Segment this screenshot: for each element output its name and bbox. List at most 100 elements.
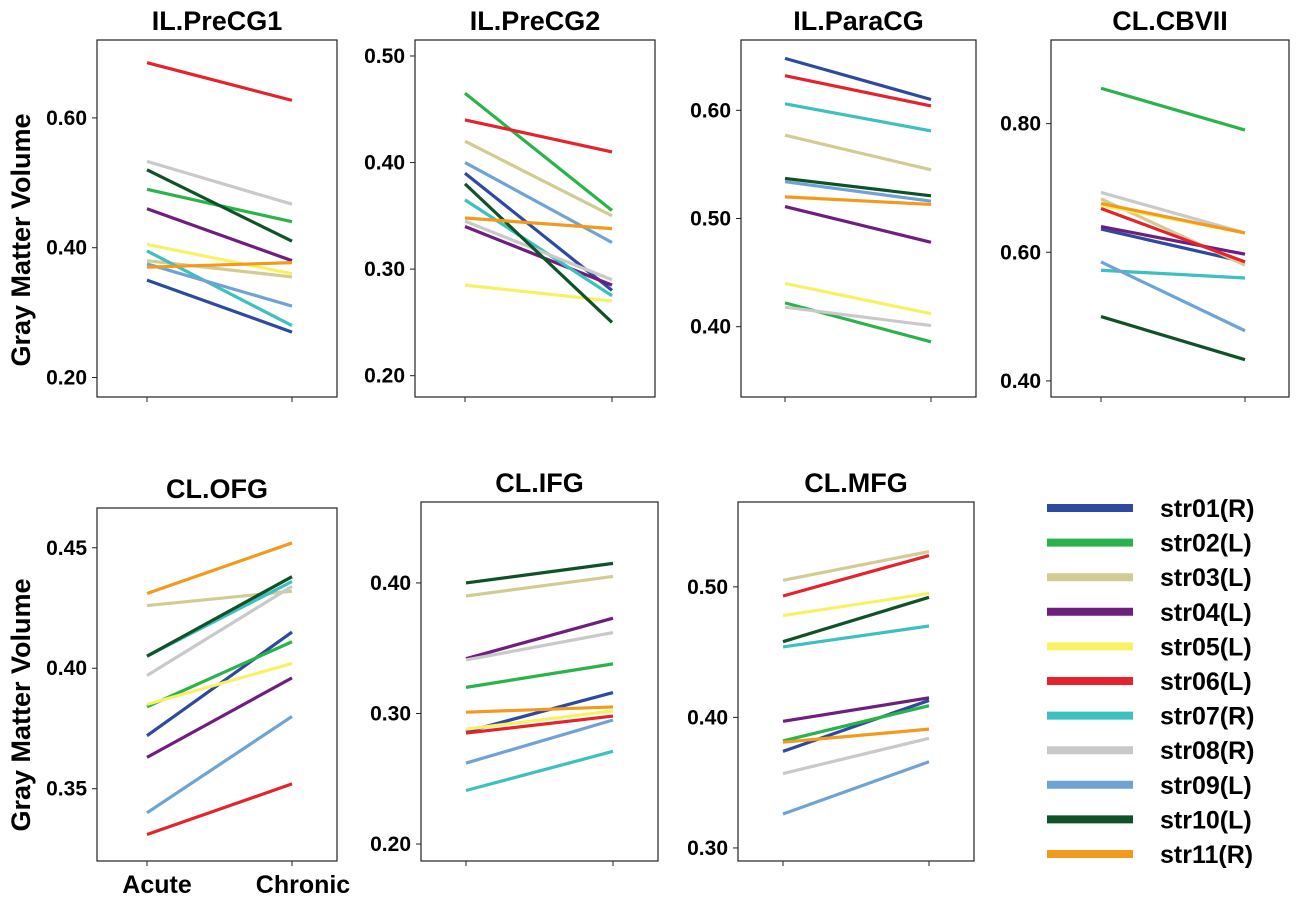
y-tick-label: 0.40 (370, 572, 411, 595)
series-line-str03l (784, 133, 932, 172)
series-line-str09l (1100, 260, 1246, 333)
y-tick-label: 0.30 (687, 837, 728, 860)
series-line-str04l (465, 616, 614, 661)
panel-title: IL.PreCG1 (152, 6, 283, 36)
series-line-str08r (465, 630, 614, 662)
series-line-str07r (782, 624, 930, 649)
legend-item: str05(L) (1047, 633, 1252, 661)
plot-frame (1050, 39, 1290, 398)
panel-title: CL.OFG (166, 474, 268, 504)
legend-item: str10(L) (1047, 806, 1252, 834)
y-tick-label: 0.50 (364, 45, 405, 68)
series-line-str08r (782, 736, 930, 776)
plot-frame (96, 507, 338, 862)
legend-label: str01(R) (1160, 495, 1254, 523)
panel-il-paracg: IL.ParaCG 0.40 0.50 0.60 (690, 6, 977, 402)
series-line-str05l (782, 591, 930, 618)
panel-il-precg1: IL.PreCG1 0.20 0.40 0.60 (46, 6, 338, 402)
plot-frame (740, 39, 977, 398)
series-line-str07r (1100, 268, 1246, 280)
panel-title: CL.IFG (495, 468, 584, 498)
legend-item: str04(L) (1047, 599, 1252, 627)
legend-item: str08(R) (1047, 737, 1254, 765)
series-line-str08r (464, 219, 613, 282)
series-line-str04l (1100, 224, 1246, 256)
series-line-str06l (1100, 207, 1246, 264)
series-line-str07r (465, 749, 614, 793)
series-line-str03l (782, 550, 930, 582)
panel-cl-ifg: CL.IFG 0.20 0.30 0.40 (370, 468, 659, 866)
legend-item: str11(R) (1047, 841, 1253, 869)
legend-label: str05(L) (1160, 633, 1252, 661)
y-tick-label: 0.20 (364, 365, 405, 388)
series-line-str10l (782, 595, 930, 644)
y-tick-label: 0.50 (690, 208, 731, 231)
y-tick-label: 0.35 (46, 778, 87, 801)
legend-item: str09(L) (1047, 772, 1252, 800)
y-tick-label: 0.20 (370, 833, 411, 856)
series-line-str09l (464, 161, 613, 244)
series-line-str06l (146, 782, 293, 837)
series-line-str07r (784, 102, 932, 133)
series-line-str04l (782, 696, 930, 723)
series-line-str11r (464, 216, 613, 231)
series-line-str06l (784, 74, 932, 108)
x-axis-label-chronic: Chronic (256, 871, 351, 899)
series-line-str01r (784, 56, 932, 102)
series-line-str05l (146, 242, 293, 276)
legend-label: str06(L) (1160, 668, 1252, 696)
panel-title: CL.MFG (804, 468, 907, 498)
panel-title: IL.PreCG2 (470, 6, 601, 36)
series-line-str05l (464, 283, 613, 303)
y-tick-label: 0.45 (46, 537, 87, 560)
legend-label: str09(L) (1160, 772, 1252, 800)
panel-title: IL.ParaCG (793, 6, 924, 36)
series-line-str10l (463, 182, 614, 324)
series-line-str08r (1100, 190, 1246, 235)
legend-item: str06(L) (1047, 668, 1252, 696)
series-line-str02l (782, 704, 930, 743)
series-line-str09l (782, 760, 930, 816)
series-line-str05l (465, 709, 614, 731)
series-line-str10l (784, 176, 932, 198)
x-axis-label-acute: Acute (122, 871, 192, 899)
series-line-str09l (784, 180, 932, 203)
y-tick-label: 0.40 (46, 657, 87, 680)
series-line-str06l (146, 61, 293, 102)
series-line-str09l (146, 262, 293, 308)
y-tick-label: 0.80 (1000, 113, 1041, 136)
y-tick-label: 0.30 (364, 258, 405, 281)
plot-frame (96, 39, 338, 398)
chart-panels: IL.PreCG1 0.20 0.40 0.60 IL.PreCG2 0.20 0.30 0.… (46, 6, 1290, 866)
series-line-str04l (784, 205, 932, 244)
y-tick-label: 0.40 (46, 237, 87, 260)
y-tick-label: 0.30 (370, 702, 411, 725)
series-line-str08r (784, 305, 932, 328)
series-line-str10l (465, 561, 614, 585)
legend-item: str02(L) (1047, 530, 1252, 558)
y-axis-label-top: Gray Matter Volume (6, 113, 36, 366)
series-line-str11r (146, 541, 293, 596)
legend-item: str07(R) (1047, 703, 1254, 731)
y-tick-label: 0.40 (690, 316, 731, 339)
panel-cl-ofg: CL.OFG 0.35 0.40 0.45 (46, 474, 338, 866)
panel-cl-cbvii: CL.CBVII 0.40 0.60 0.80 (1000, 6, 1290, 402)
legend-label: str10(L) (1160, 806, 1252, 834)
series-line-str10l (1100, 315, 1246, 362)
series-line-str01r (146, 278, 293, 334)
legend-item: str01(R) (1047, 495, 1254, 523)
y-tick-label: 0.20 (46, 367, 87, 390)
y-axis-label-bottom: Gray Matter Volume (6, 578, 36, 831)
series-line-str02l (464, 92, 613, 212)
y-tick-label: 0.60 (1000, 241, 1041, 264)
series-line-str11r (1100, 201, 1246, 235)
series-line-str02l (1100, 86, 1246, 132)
series-line-str06l (782, 553, 930, 598)
series-line-str07r (146, 249, 293, 328)
series-line-str10l (146, 575, 293, 658)
y-tick-label: 0.40 (364, 152, 405, 175)
y-tick-label: 0.60 (690, 99, 731, 122)
legend-item: str03(L) (1047, 564, 1252, 592)
series-line-str04l (146, 207, 293, 263)
